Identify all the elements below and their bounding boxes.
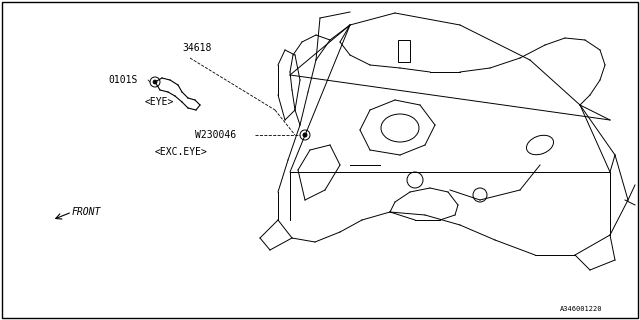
Text: <EXC.EYE>: <EXC.EYE> (155, 147, 208, 157)
Circle shape (303, 133, 307, 137)
Text: 0101S: 0101S (108, 75, 138, 85)
Text: FRONT: FRONT (72, 207, 101, 217)
Circle shape (153, 80, 157, 84)
Text: 34618: 34618 (182, 43, 211, 53)
Text: A346001220: A346001220 (560, 306, 602, 312)
Text: <EYE>: <EYE> (145, 97, 174, 107)
Text: W230046: W230046 (195, 130, 236, 140)
